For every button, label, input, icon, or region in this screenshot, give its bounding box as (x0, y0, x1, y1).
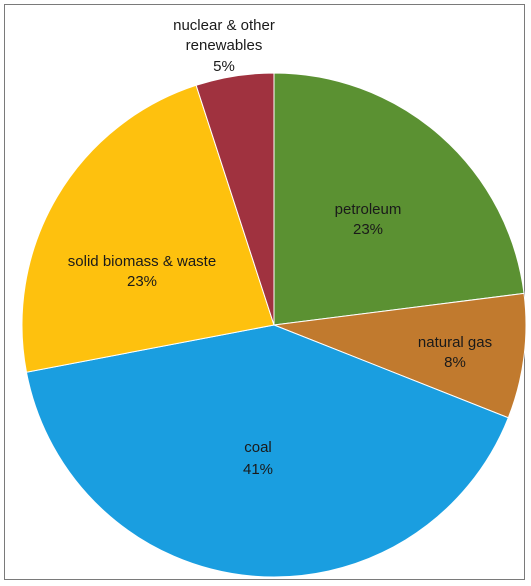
slice-value-solid-biomass: 23% (127, 273, 157, 290)
slice-label-coal: coal (244, 439, 272, 456)
slice-label-nuclear-line1: nuclear & other (173, 17, 275, 34)
slice-label-solid-biomass: solid biomass & waste (68, 253, 216, 270)
pie-slices (22, 73, 526, 577)
slice-value-petroleum: 23% (353, 221, 383, 238)
pie-slice-petroleum (274, 73, 524, 325)
slice-value-natural-gas: 8% (444, 354, 466, 371)
slice-value-nuclear: 5% (213, 58, 235, 75)
slice-value-coal: 41% (243, 461, 273, 478)
slice-label-petroleum: petroleum (335, 201, 402, 218)
slice-label-nuclear-line2: renewables (186, 37, 263, 54)
slice-label-natural-gas: natural gas (418, 334, 492, 351)
